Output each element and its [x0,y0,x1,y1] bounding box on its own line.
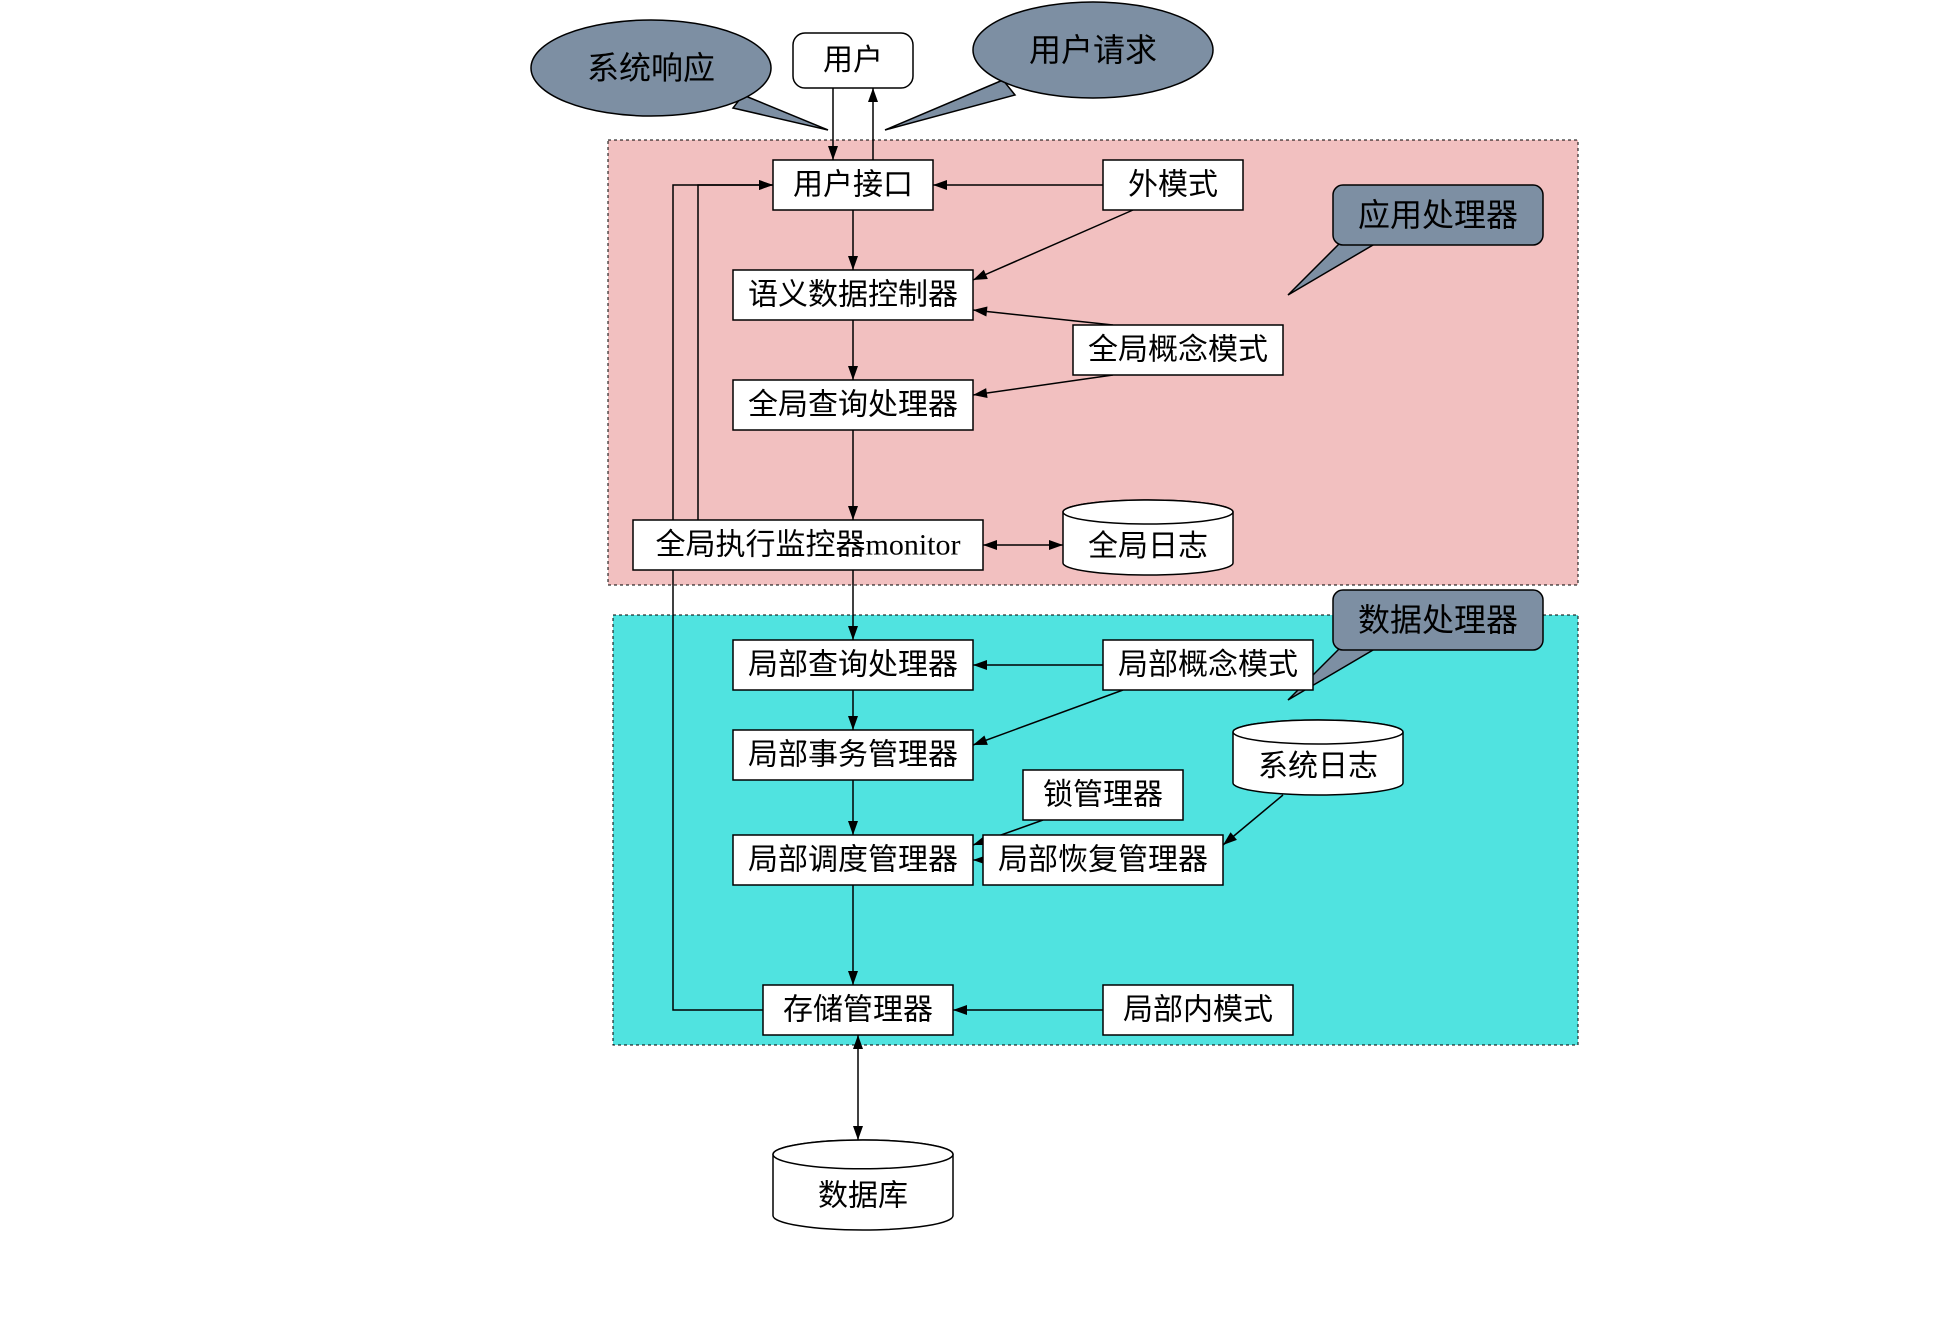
svg-text:外模式: 外模式 [1128,169,1218,202]
svg-text:数据库: 数据库 [818,1179,908,1212]
svg-text:系统响应: 系统响应 [587,50,715,86]
svg-text:局部查询处理器: 局部查询处理器 [748,649,958,682]
svg-text:全局概念模式: 全局概念模式 [1088,334,1268,367]
svg-text:语义数据控制器: 语义数据控制器 [748,279,958,312]
svg-text:局部内模式: 局部内模式 [1123,994,1273,1027]
svg-text:锁管理器: 锁管理器 [1043,779,1163,812]
svg-text:用户接口: 用户接口 [793,169,913,202]
svg-text:全局日志: 全局日志 [1088,530,1208,563]
svg-text:全局执行监控器monitor: 全局执行监控器monitor [656,529,961,562]
svg-text:用户: 用户 [823,44,883,77]
svg-text:局部概念模式: 局部概念模式 [1118,649,1298,682]
svg-text:局部调度管理器: 局部调度管理器 [748,844,958,877]
svg-text:数据处理器: 数据处理器 [1358,602,1518,638]
svg-text:局部事务管理器: 局部事务管理器 [748,739,958,772]
svg-text:应用处理器: 应用处理器 [1358,197,1518,233]
svg-text:局部恢复管理器: 局部恢复管理器 [998,844,1208,877]
svg-text:存储管理器: 存储管理器 [783,994,933,1027]
svg-text:用户请求: 用户请求 [1029,32,1157,68]
svg-text:系统日志: 系统日志 [1258,750,1378,783]
svg-text:全局查询处理器: 全局查询处理器 [748,389,958,422]
